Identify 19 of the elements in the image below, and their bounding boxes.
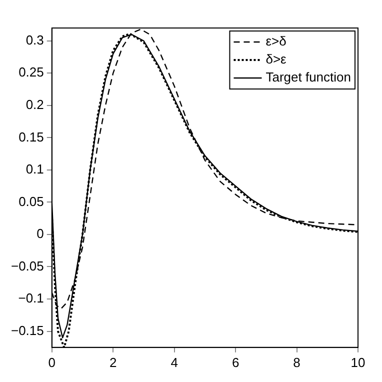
legend-label: ε>δ: [266, 34, 286, 49]
y-tick-label: 0.2: [26, 97, 44, 112]
y-tick-label: −0.05: [10, 258, 44, 274]
legend-label: δ>ε: [266, 52, 287, 67]
x-tick-label: 2: [110, 354, 117, 370]
y-tick-label: 0.15: [18, 129, 44, 144]
x-tick-label: 4: [170, 354, 178, 370]
x-tick-label: 6: [232, 354, 240, 370]
x-tick-label: 0: [48, 354, 56, 370]
legend-label: Target function: [266, 70, 352, 85]
x-tick-label: 10: [350, 354, 366, 370]
y-tick-label: −0.15: [10, 322, 44, 338]
y-tick-label: 0.05: [18, 194, 44, 209]
y-tick-label: 0.3: [26, 32, 44, 48]
y-tick-label: 0.25: [18, 64, 44, 80]
x-tick-label: 8: [293, 354, 300, 370]
y-tick-label: −0.1: [18, 290, 44, 306]
y-tick-label: 0: [36, 226, 44, 242]
y-tick-label: 0.1: [26, 162, 44, 177]
